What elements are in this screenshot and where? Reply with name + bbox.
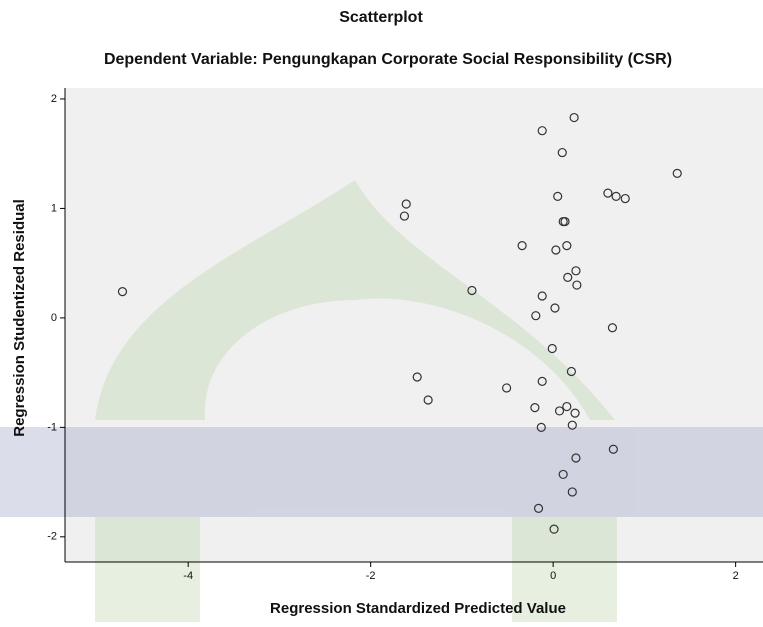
- y-tick-label: 0: [51, 312, 57, 324]
- x-tick-label: 0: [550, 570, 556, 582]
- x-tick-label: -4: [183, 570, 193, 582]
- chart: Scatterplot Dependent Variable: Pengungk…: [0, 0, 763, 622]
- y-tick-label: 1: [51, 202, 57, 214]
- x-axis-label: Regression Standardized Predicted Value: [270, 600, 566, 617]
- y-axis-label: Regression Studentized Residual: [11, 199, 28, 437]
- y-tick-label: -1: [47, 421, 57, 433]
- chart-title: Scatterplot: [339, 9, 423, 26]
- y-tick-label: 2: [51, 93, 57, 105]
- x-tick-label: -2: [366, 570, 376, 582]
- x-tick-label: 2: [733, 570, 739, 582]
- chart-subtitle: Dependent Variable: Pengungkapan Corpora…: [104, 51, 672, 68]
- y-tick-label: -2: [47, 531, 57, 543]
